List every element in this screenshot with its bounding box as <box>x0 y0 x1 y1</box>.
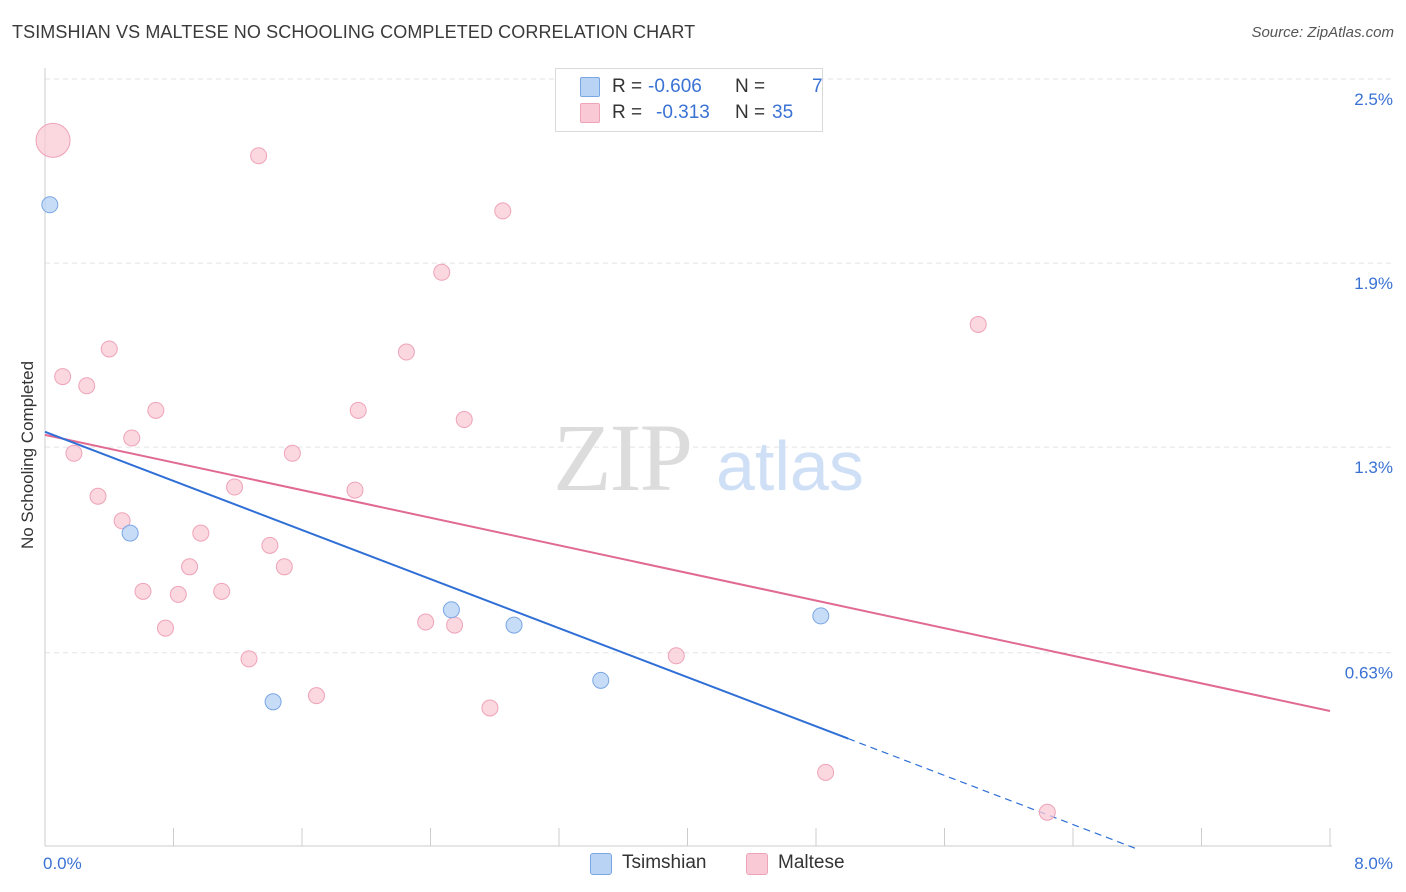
maltese-point <box>275 558 293 576</box>
maltese-point <box>78 377 96 395</box>
maltese-point <box>113 512 131 530</box>
gridlines <box>45 78 1393 654</box>
maltese-point <box>134 582 152 600</box>
watermark-zip: ZIP <box>553 404 691 511</box>
maltese-point <box>156 619 174 637</box>
legend-r-label: R = <box>612 102 643 123</box>
maltese-point <box>169 585 187 603</box>
maltese-point <box>1038 803 1056 821</box>
maltese-point <box>250 147 268 165</box>
maltese-point <box>240 650 258 668</box>
y-tick-label: 0.63% <box>1345 664 1393 683</box>
maltese-point <box>667 647 685 665</box>
maltese-point <box>54 368 72 386</box>
maltese-point <box>433 263 451 281</box>
tsimshian-point <box>41 196 59 214</box>
maltese-point <box>481 699 499 717</box>
legend-r-label: R = <box>612 76 643 97</box>
legend-n-value: 7 <box>812 76 823 97</box>
tsimshian-point <box>121 524 139 542</box>
maltese-point <box>123 429 141 447</box>
maltese-point <box>226 478 244 496</box>
tsimshian-trend-extension <box>847 738 1138 850</box>
legend-n-label: N = <box>735 76 766 97</box>
axes <box>44 68 1332 847</box>
maltese-point <box>494 202 512 220</box>
y-tick-label: 2.5% <box>1354 90 1393 109</box>
source-label: Source: ZipAtlas.com <box>1251 24 1394 41</box>
maltese-point <box>213 582 231 600</box>
maltese-point <box>35 122 71 158</box>
maltese-point <box>89 487 107 505</box>
x-tick-label: 8.0% <box>1354 854 1393 873</box>
maltese-point <box>817 763 835 781</box>
legend-r-value: -0.606 <box>648 76 702 97</box>
maltese-trend-line <box>44 433 1331 712</box>
legend-n-value: 35 <box>772 102 794 123</box>
maltese-point <box>307 687 325 705</box>
y-tick-label: 1.3% <box>1354 458 1393 477</box>
trend-lines <box>44 430 1331 850</box>
chart-title: TSIMSHIAN VS MALTESE NO SCHOOLING COMPLE… <box>12 22 696 42</box>
data-points <box>35 122 1056 821</box>
watermark: ZIP atlas <box>553 404 864 511</box>
maltese-point <box>397 343 415 361</box>
maltese-point <box>283 444 301 462</box>
maltese-point <box>446 616 464 634</box>
maltese-point <box>969 315 987 333</box>
x-tick-label: 0.0% <box>43 854 82 873</box>
y-tick-label: 1.9% <box>1354 274 1393 293</box>
tsimshian-trend-line <box>44 430 849 740</box>
maltese-point <box>455 411 473 429</box>
tsimshian-point <box>442 601 460 619</box>
tick-labels: 0.63% 1.3% 1.9% 2.5% 0.0% 8.0% <box>43 90 1393 873</box>
legend-n-label: N = <box>735 102 766 123</box>
maltese-point <box>349 401 367 419</box>
tsimshian-legend-label: Tsimshian <box>622 852 707 873</box>
tsimshian-swatch <box>580 77 600 97</box>
watermark-atlas: atlas <box>716 427 864 505</box>
tsimshian-point <box>264 693 282 711</box>
maltese-point <box>181 558 199 576</box>
tsimshian-point <box>812 607 830 625</box>
maltese-point <box>417 613 435 631</box>
correlation-legend: R = -0.606 N = 7 R = -0.313 N = 35 <box>555 68 823 132</box>
maltese-point <box>192 524 210 542</box>
maltese-legend-label: Maltese <box>778 852 845 873</box>
maltese-point <box>65 444 83 462</box>
maltese-point <box>261 536 279 554</box>
maltese-point <box>100 340 118 358</box>
legend-r-value: -0.313 <box>656 102 710 123</box>
tsimshian-point <box>592 671 610 689</box>
maltese-legend-swatch <box>746 853 768 875</box>
tsimshian-legend-swatch <box>590 853 612 875</box>
maltese-point <box>147 401 165 419</box>
maltese-swatch <box>580 103 600 123</box>
tsimshian-point <box>505 616 523 634</box>
maltese-point <box>346 481 364 499</box>
